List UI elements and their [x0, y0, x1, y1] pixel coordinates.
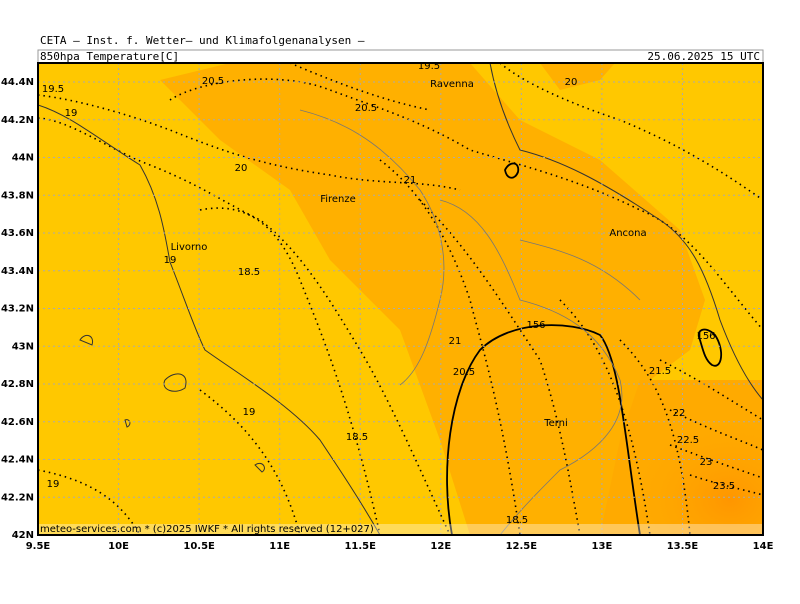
contour-label: 23.5 [713, 481, 735, 492]
hot-field [620, 410, 763, 535]
y-axis-label: 43.4N [1, 266, 34, 277]
contour-label: 22 [673, 408, 686, 419]
contour-label: 19.5 [418, 61, 440, 72]
contour-label: 156 [696, 331, 715, 342]
plot-frame [37, 62, 764, 536]
map-area [38, 63, 763, 535]
map-title: 850hpa_Temperature[C] [40, 50, 179, 63]
contour-label: 19.5 [42, 84, 64, 95]
contour-label: 20 [565, 77, 578, 88]
y-axis-label: 42.2N [1, 492, 34, 503]
contour-label: 19 [47, 479, 60, 490]
x-axis-label: 12.5E [506, 541, 538, 552]
city-label: Terni [543, 418, 568, 429]
x-axis-label: 13.5E [667, 541, 699, 552]
contour-label: 21 [404, 175, 417, 186]
footer-bar [38, 524, 763, 535]
contour-label: 22.5 [677, 435, 699, 446]
y-axis-label: 43.6N [1, 228, 34, 239]
contour-label: 19 [164, 255, 177, 266]
warm-field [540, 63, 615, 90]
warm-field [160, 63, 705, 535]
contour-label: 21.5 [649, 366, 671, 377]
y-axis-label: 44.4N [1, 77, 34, 88]
map-date: 25.06.2025 15 UTC [647, 50, 760, 63]
contour-label: 21 [449, 336, 462, 347]
borders [299, 109, 641, 535]
y-axis-label: 42.4N [1, 455, 34, 466]
contour-label: 20.5 [453, 367, 475, 378]
contour-label: 20.5 [355, 103, 377, 114]
graticule [38, 63, 763, 535]
city-label: Livorno [171, 242, 208, 253]
y-axis-label: 42.6N [1, 417, 34, 428]
contour-label: 23 [700, 457, 713, 468]
x-axis-label: 11.5E [344, 541, 376, 552]
contour-label: 19 [65, 108, 78, 119]
contour-label: 156 [526, 320, 545, 331]
city-label: Ravenna [430, 79, 474, 90]
city-label: Ancona [609, 228, 646, 239]
contour-label: 19 [243, 407, 256, 418]
y-axis-label: 44.2N [1, 115, 34, 126]
x-axis-label: 12E [430, 541, 451, 552]
y-axis-label: 44N [12, 153, 34, 164]
contour-label: 18.5 [346, 432, 368, 443]
x-axis-label: 10.5E [183, 541, 215, 552]
x-axis-label: 11E [269, 541, 290, 552]
y-axis-label: 42N [12, 530, 34, 541]
copyright-footer: meteo-services.com * (c)2025 IWKF * All … [40, 524, 374, 535]
contour-label: 20 [235, 163, 248, 174]
x-axis-label: 9.5E [26, 541, 51, 552]
x-axis-label: 10E [108, 541, 129, 552]
y-axis-label: 42.8N [1, 379, 34, 390]
contour-label: 20.5 [202, 76, 224, 87]
coastline [38, 63, 763, 535]
y-axis-label: 43N [12, 341, 34, 352]
source-line: CETA — Inst. f. Wetter— und Klimafolgena… [40, 34, 365, 47]
contour-label: 18.5 [506, 515, 528, 526]
x-axis-label: 14E [753, 541, 774, 552]
x-axis-label: 13E [592, 541, 613, 552]
contour-156 [446, 162, 722, 535]
city-label: Firenze [320, 194, 356, 205]
y-axis-label: 43.8N [1, 190, 34, 201]
y-axis-label: 43.2N [1, 304, 34, 315]
contour-label: 18.5 [238, 267, 260, 278]
